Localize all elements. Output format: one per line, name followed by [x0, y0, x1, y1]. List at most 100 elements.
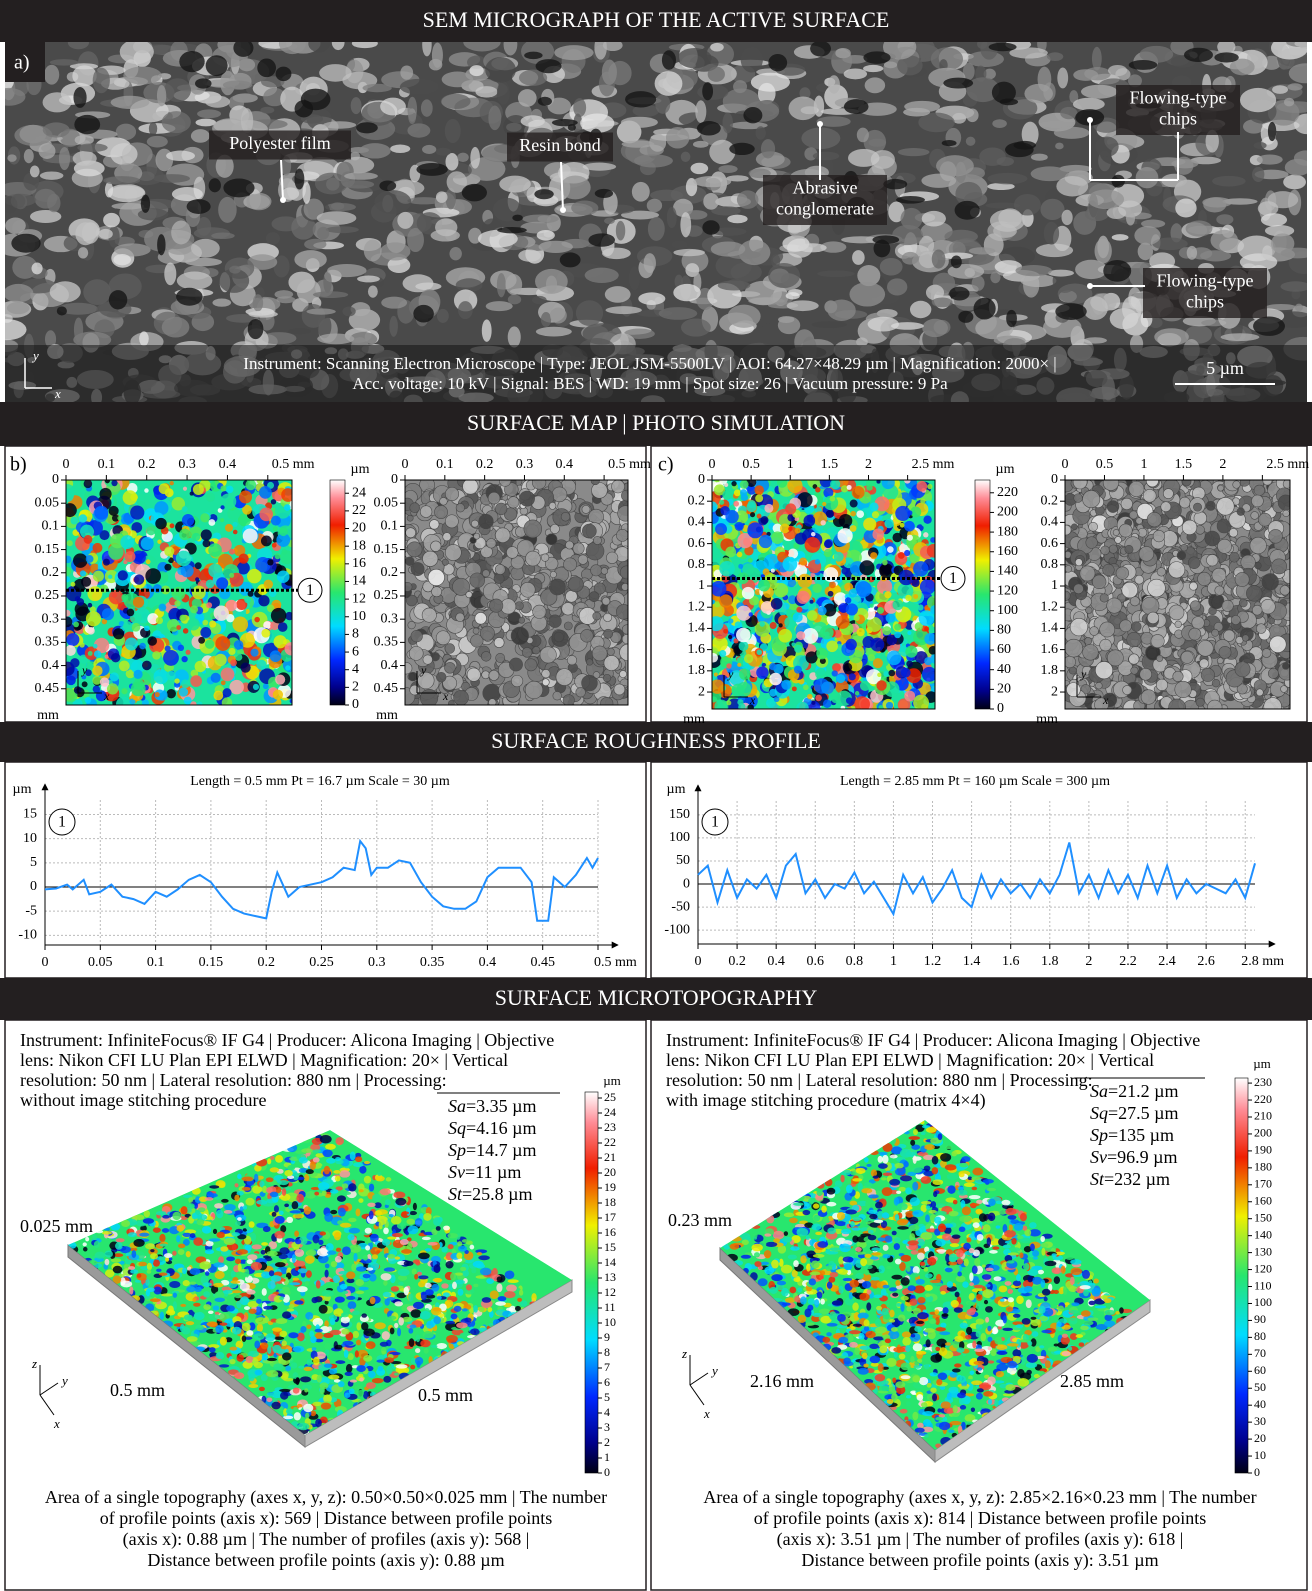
sem-pore	[951, 256, 962, 269]
axis-icon-label: y	[31, 348, 39, 363]
map-blob	[113, 628, 124, 639]
sem-grain	[103, 176, 140, 185]
sem-grain	[1009, 47, 1047, 58]
map-blob	[139, 643, 146, 650]
photo-grain	[466, 591, 472, 597]
map-blob	[882, 560, 887, 565]
y-tick-label: 0.2	[381, 565, 399, 580]
sem-grain	[1134, 226, 1160, 245]
map-blob	[271, 499, 276, 504]
sem-pore	[1184, 48, 1213, 62]
map-blob	[64, 610, 71, 617]
map-blob	[201, 529, 212, 540]
sem-grain	[1040, 199, 1064, 220]
photo-grain	[573, 543, 584, 554]
y-tick-label: 0.45	[374, 681, 399, 696]
photo-grain	[467, 668, 480, 681]
map-blob	[261, 629, 270, 638]
photo-grain	[590, 565, 601, 576]
photo-grain	[408, 621, 416, 629]
map-blob	[923, 516, 931, 524]
sem-grain	[211, 233, 235, 240]
map-blob	[179, 529, 191, 541]
map-blob	[876, 680, 886, 690]
sem-grain	[317, 333, 354, 344]
axis-icon-label: x	[54, 386, 61, 401]
heading: SURFACE MAP | PHOTO SIMULATION	[467, 410, 845, 435]
map-blob	[863, 518, 876, 531]
sem-grain	[1186, 221, 1213, 237]
map-blob	[131, 682, 146, 697]
photo-grain	[622, 625, 631, 634]
y-tick-label: 0.8	[688, 557, 706, 572]
sem-grain	[1088, 189, 1124, 209]
sem-grain	[1073, 69, 1098, 81]
map-blob	[804, 515, 816, 527]
map-blob	[159, 604, 167, 612]
sem-grain	[110, 143, 137, 165]
sem-grain	[253, 294, 263, 311]
sem-grain	[537, 230, 555, 241]
sem-pore	[958, 311, 973, 323]
sem-grain	[644, 253, 656, 273]
map-blob	[823, 700, 831, 708]
map-blob	[719, 594, 732, 607]
map-blob	[769, 673, 782, 686]
sem-grain	[852, 250, 865, 265]
sem-pore	[1214, 52, 1238, 62]
photo-grain	[445, 487, 458, 500]
colorbar-tick-label: 22	[352, 503, 366, 518]
sem-grain	[59, 147, 70, 170]
map-blob	[221, 680, 226, 685]
sem-grain	[508, 294, 521, 304]
map-blob	[80, 570, 86, 576]
sem-pore	[874, 240, 891, 258]
sem-pore	[57, 306, 67, 315]
map-blob	[84, 535, 93, 544]
sem-grain	[647, 199, 662, 213]
sem-pore	[276, 67, 292, 81]
sem-pore	[1268, 122, 1276, 141]
y-tick-label: 1	[698, 578, 705, 593]
colorbar-tick-label: 24	[352, 485, 366, 500]
sem-grain	[1015, 265, 1052, 276]
photo-grain	[562, 603, 574, 615]
sem-grain	[521, 115, 545, 127]
photo-grain	[489, 670, 499, 680]
map-blob	[803, 685, 809, 691]
sem-grain	[621, 117, 658, 128]
map-blob	[181, 564, 194, 577]
sem-pore	[662, 50, 676, 70]
map-blob	[108, 575, 112, 579]
sem-grain	[486, 301, 513, 311]
sem-grain	[880, 258, 903, 276]
sem-grain	[863, 65, 883, 72]
map-blob	[755, 494, 763, 502]
y-tick-label: 2	[698, 684, 705, 699]
sem-grain	[787, 300, 819, 311]
map-blob	[215, 636, 230, 651]
map-blob	[872, 511, 879, 518]
sem-grain	[718, 165, 737, 173]
y-tick-label: 0.4	[381, 658, 399, 673]
map-blob	[744, 654, 753, 663]
sem-grain	[147, 136, 168, 148]
map-blob	[190, 675, 202, 687]
map-blob	[882, 626, 891, 635]
sem-grain	[103, 213, 120, 227]
photo-grain	[600, 697, 613, 710]
photo-grain	[407, 542, 422, 557]
map-blob	[133, 670, 142, 679]
map-blob	[235, 653, 242, 660]
sem-grain	[756, 126, 766, 139]
map-blob	[153, 669, 168, 684]
map-blob	[123, 621, 132, 630]
map-blob	[134, 574, 144, 584]
sem-grain	[733, 80, 747, 93]
sem-grain	[518, 89, 537, 107]
y-tick-label: 0.3	[381, 611, 399, 626]
sem-grain	[326, 226, 359, 233]
photo-grain	[556, 669, 573, 686]
sem-grain	[99, 229, 113, 239]
map-blob	[785, 503, 796, 514]
